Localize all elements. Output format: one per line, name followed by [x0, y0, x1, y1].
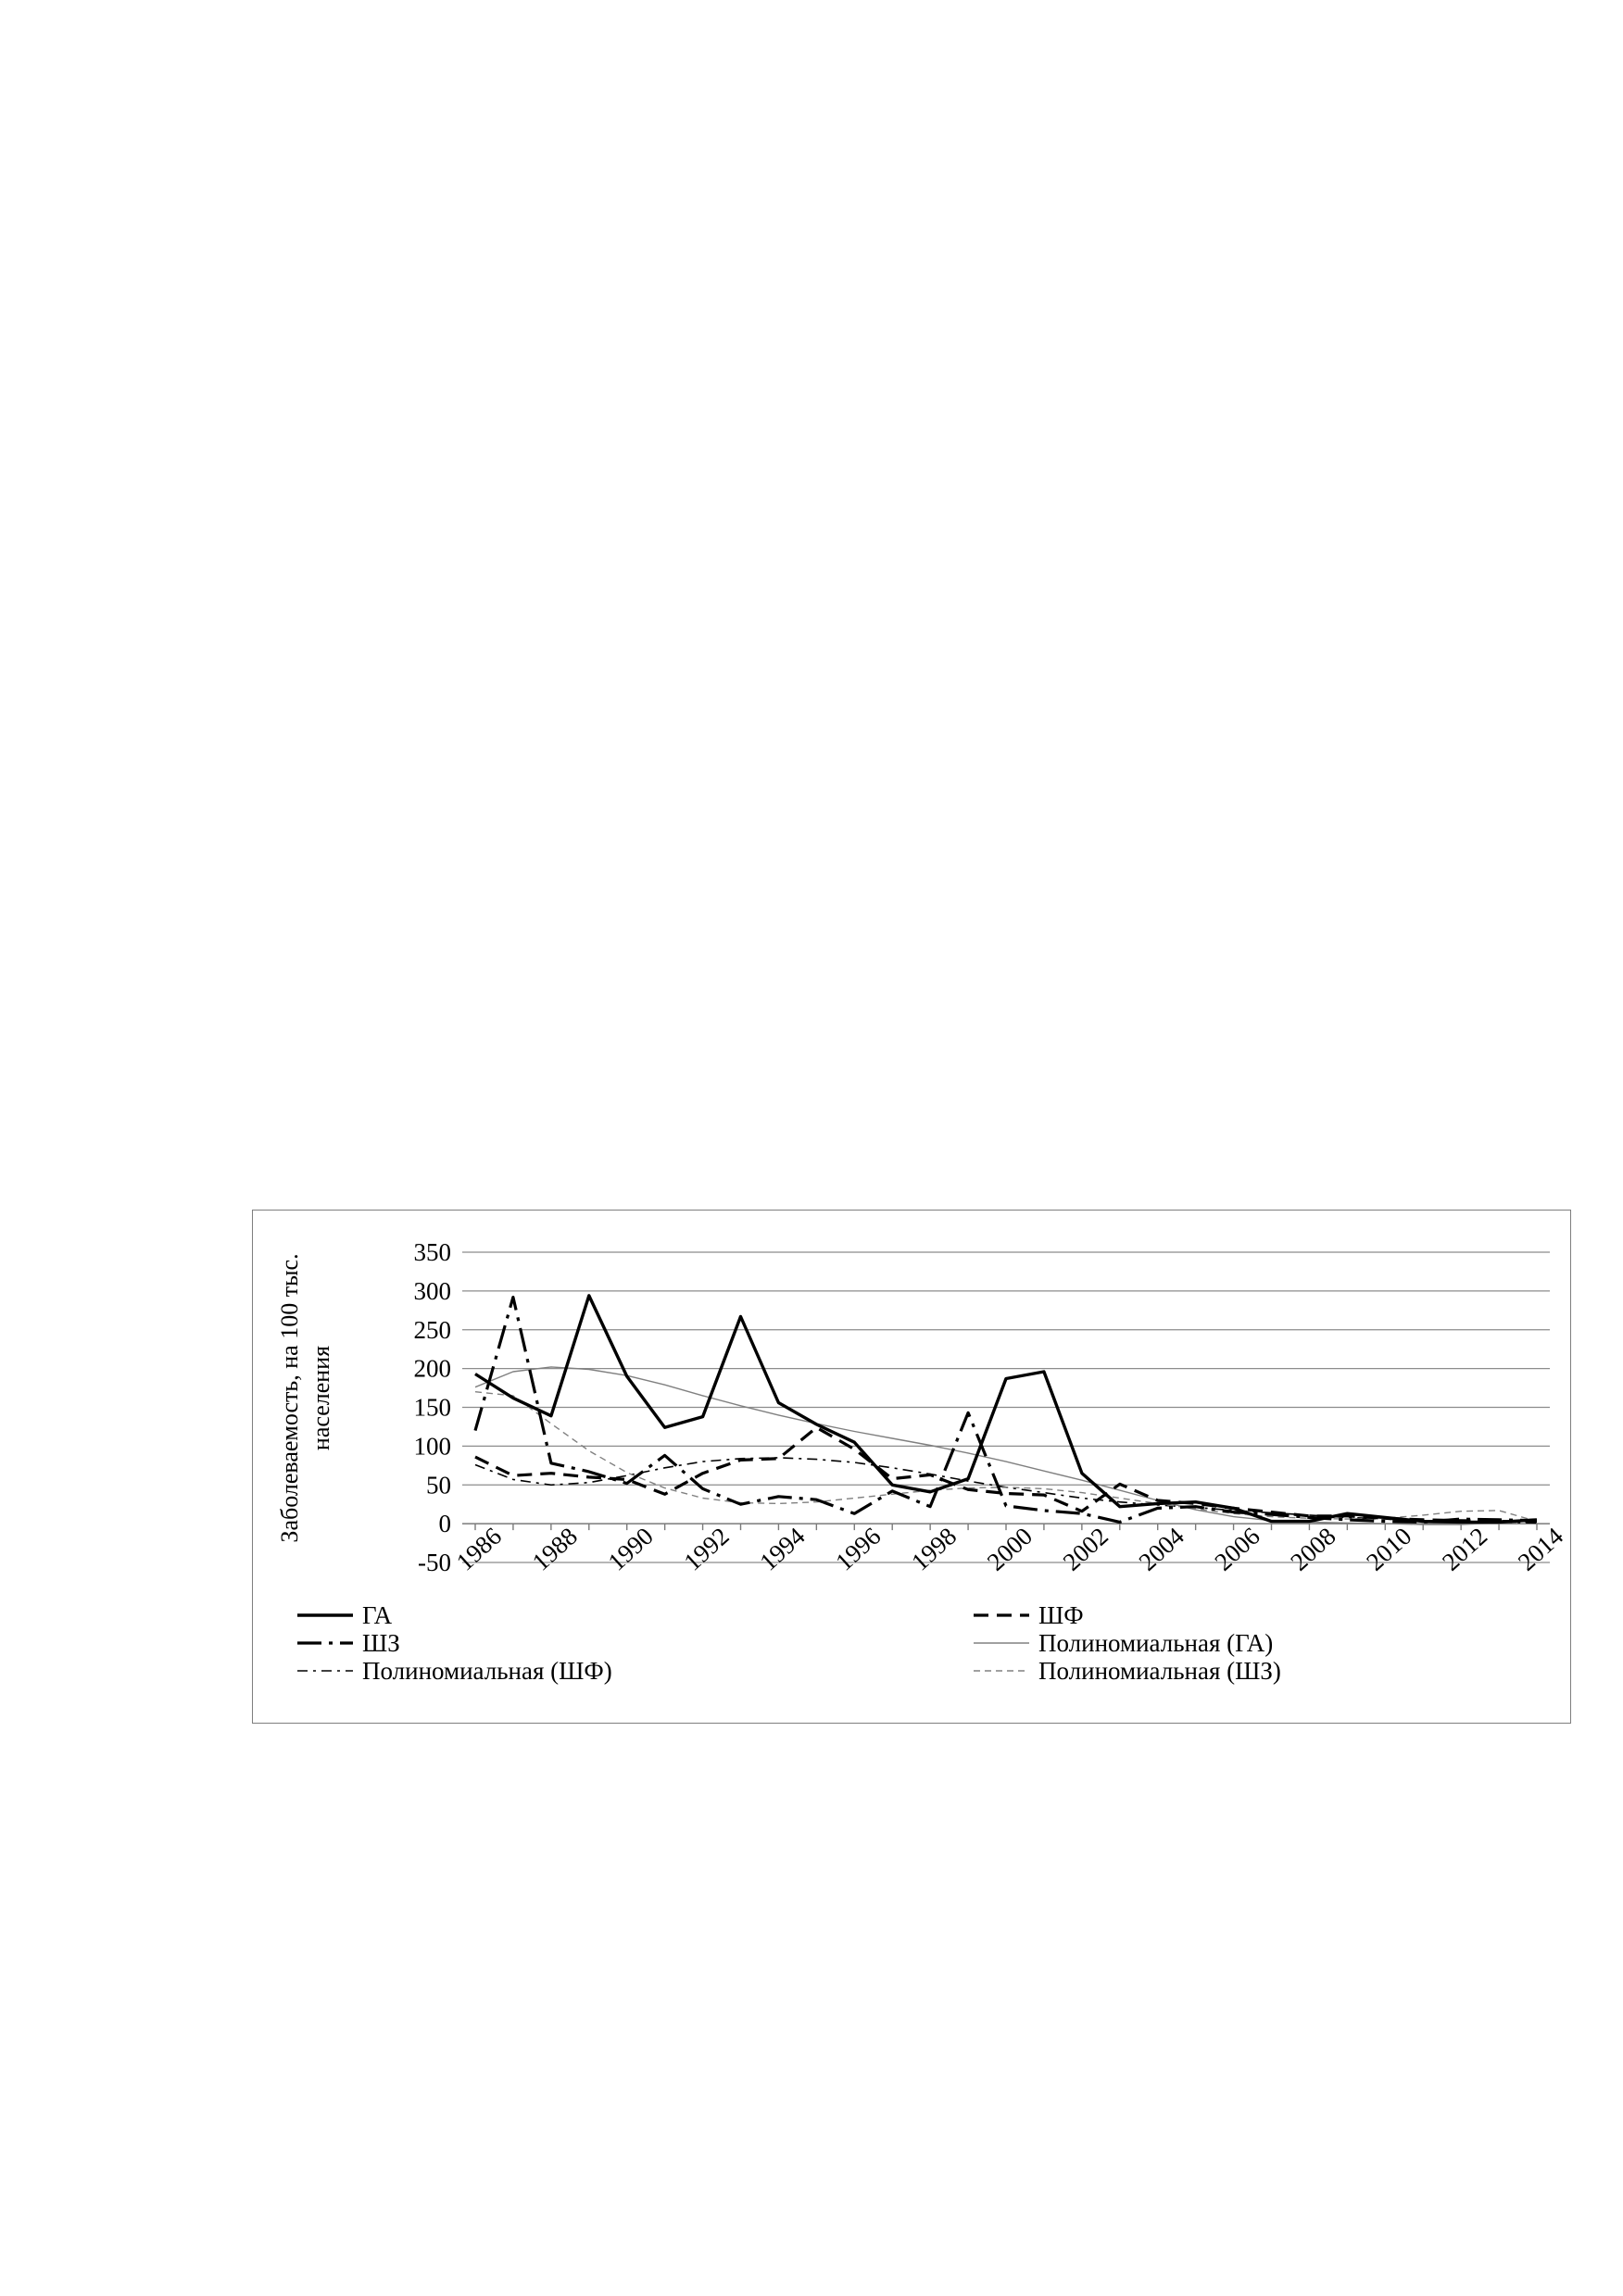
series-line-5	[474, 1457, 1538, 1524]
series-line-1	[474, 1294, 1538, 1524]
y-tick-label-150: 150	[414, 1394, 452, 1422]
series-line-4	[474, 1366, 1538, 1525]
x-tick-label-2012: 2012	[1437, 1522, 1492, 1575]
x-tick-label-2000: 2000	[982, 1522, 1038, 1575]
series-line-3	[473, 1295, 1538, 1524]
chart-svg: -50 0 50 100 150 200 250 300 350 1986 1988 1990 1992…	[276, 1238, 1569, 1685]
x-tick-label-1998: 1998	[906, 1522, 962, 1575]
legend-label-6: Полиномиальная (ШЗ)	[1038, 1657, 1281, 1685]
x-tick-label-1986: 1986	[451, 1522, 507, 1575]
x-tick-label-2004: 2004	[1134, 1522, 1190, 1576]
legend-label-2: ШФ	[1038, 1601, 1084, 1629]
x-tick-label-1992: 1992	[678, 1522, 734, 1575]
x-tick-label-2002: 2002	[1058, 1522, 1113, 1575]
legend-label-4: Полиномиальная (ГА)	[1038, 1629, 1273, 1657]
y-tick-label-100: 100	[414, 1432, 452, 1460]
series-line-2	[474, 1425, 1537, 1524]
y-tick-label-350: 350	[414, 1238, 452, 1266]
legend-label-1: ГА	[362, 1601, 393, 1629]
x-tick-label-1990: 1990	[603, 1522, 659, 1575]
y-tick-label-200: 200	[414, 1355, 452, 1383]
y-axis-label-line-1: Заболеваемость, на 100 тыс.	[276, 1253, 303, 1542]
x-tick-label-1994: 1994	[754, 1522, 811, 1576]
x-tick-label-1988: 1988	[527, 1522, 583, 1575]
series-line-6	[474, 1391, 1538, 1523]
y-tick-label-300: 300	[414, 1277, 452, 1305]
legend-label-3: ШЗ	[362, 1629, 400, 1657]
legend-label-5: Полиномиальная (ШФ)	[362, 1657, 612, 1685]
y-tick-label-50: 50	[426, 1471, 451, 1499]
chart-frame: -50 0 50 100 150 200 250 300 350 1986 1988 1990 1992…	[252, 1210, 1571, 1724]
x-tick-label-2006: 2006	[1209, 1522, 1264, 1575]
y-tick-label-250: 250	[414, 1316, 452, 1344]
x-tick-label-2008: 2008	[1285, 1522, 1340, 1575]
y-tick-label-0: 0	[439, 1510, 452, 1537]
x-tick-label-2010: 2010	[1361, 1522, 1416, 1575]
x-tick-label-2014: 2014	[1513, 1522, 1569, 1576]
y-axis-label-line-2: населения	[308, 1346, 334, 1450]
y-tick-label--50: -50	[418, 1549, 451, 1576]
x-tick-label-1996: 1996	[830, 1522, 886, 1575]
